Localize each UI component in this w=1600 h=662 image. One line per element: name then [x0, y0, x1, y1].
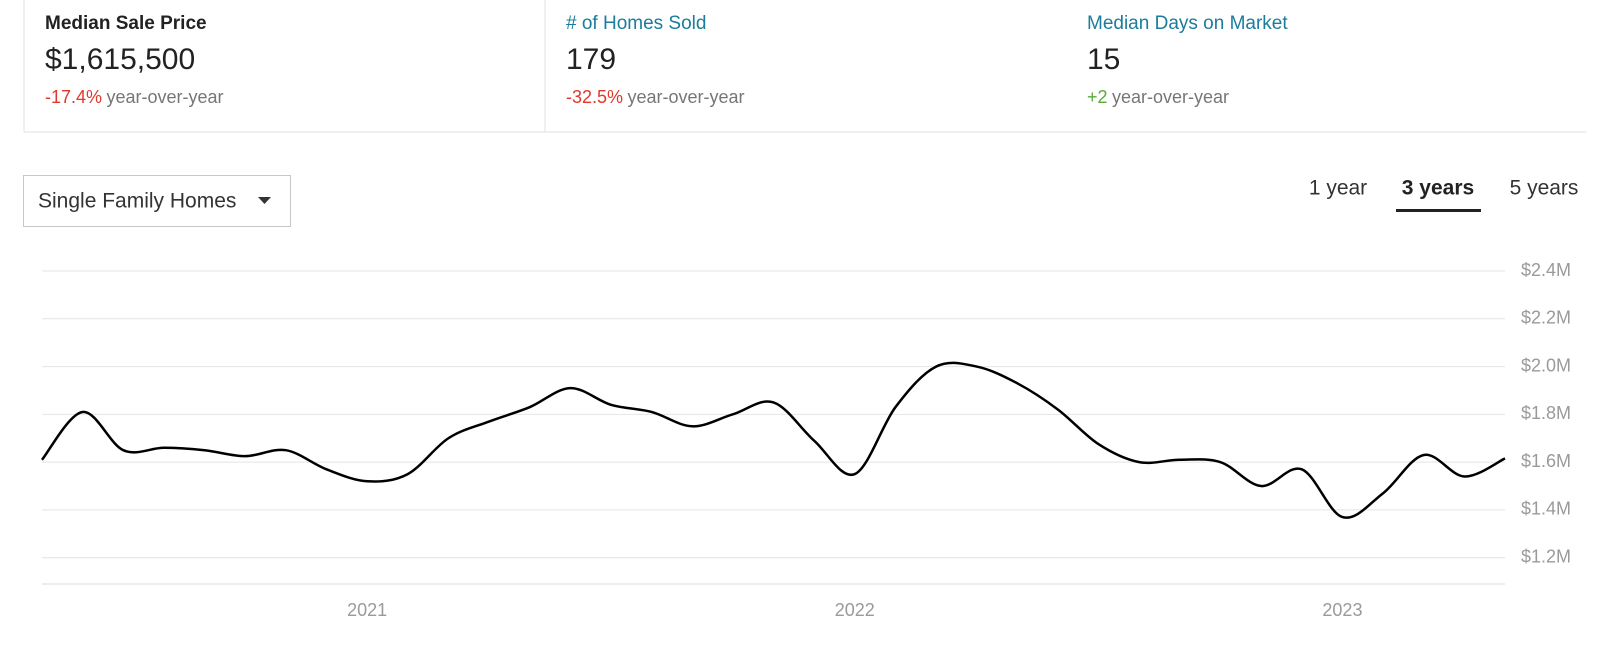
dropdown-arrow[interactable]: [258, 197, 271, 204]
x-tick-label: 2022: [835, 600, 875, 620]
dropdown-box[interactable]: [23, 175, 291, 227]
y-tick-label: $1.2M: [1521, 546, 1571, 566]
x-tick-label: 2023: [1322, 600, 1362, 620]
stat-change: -17.4%: [45, 87, 102, 107]
tab[interactable]: 3 years: [1402, 177, 1474, 200]
x-tick-label: 2021: [347, 600, 387, 620]
stat-change-label: year-over-year: [628, 87, 745, 107]
y-tick-label: $1.4M: [1521, 499, 1571, 519]
chart: $1.2M $1.4M $1.6M $1.8M $2.0M $2.2M $2.4M 2021 2…: [41, 260, 1571, 620]
y-tick-label: $2.2M: [1521, 308, 1571, 328]
tab[interactable]: 5 years: [1510, 177, 1579, 200]
stat-change: -32.5%: [566, 87, 623, 107]
y-tick-label: $2.0M: [1521, 355, 1571, 375]
stat-title[interactable]: Median Days on Market: [1087, 13, 1288, 34]
stat-change-label: year-over-year: [1112, 87, 1229, 107]
stat-change-line: -17.4% year-over-year: [45, 87, 224, 107]
stat-change-label: year-over-year: [107, 87, 224, 107]
y-tick-label: $2.4M: [1521, 260, 1571, 280]
stat-value: 179: [566, 43, 616, 76]
tab-underline: [1396, 209, 1481, 212]
stat-change: +2: [1087, 87, 1108, 107]
stat-change-line: +2 year-over-year: [1087, 87, 1229, 107]
stat-title: Median Sale Price: [45, 13, 207, 34]
line-series: [41, 361, 1506, 519]
stat-title[interactable]: # of Homes Sold: [566, 13, 706, 34]
stat-change-line: -32.5% year-over-year: [566, 87, 745, 107]
y-tick-label: $1.6M: [1521, 451, 1571, 471]
dropdown[interactable]: Single Family Homes: [23, 175, 291, 227]
tab[interactable]: 1 year: [1309, 177, 1367, 200]
dropdown-label[interactable]: Single Family Homes: [38, 190, 236, 213]
stat-value: 15: [1087, 43, 1120, 76]
stat-value: $1,615,500: [45, 43, 195, 76]
y-tick-label: $1.8M: [1521, 403, 1571, 423]
